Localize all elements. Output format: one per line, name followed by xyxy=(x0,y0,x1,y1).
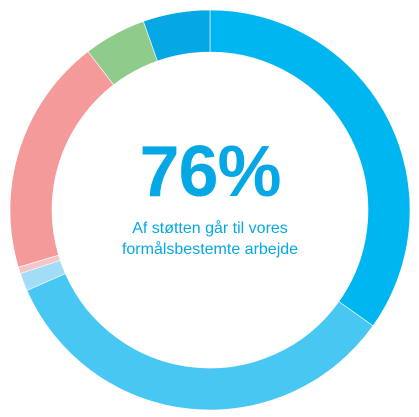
center-caption: Af støtten går til vores formålsbestemte… xyxy=(121,220,299,258)
donut-slice-2 xyxy=(26,273,374,411)
donut-slice-7 xyxy=(143,9,211,62)
center-text: 76% Af støtten går til vores formålsbest… xyxy=(99,132,321,260)
donut-slice-1 xyxy=(209,9,411,327)
center-percentage: 76% xyxy=(139,132,281,212)
